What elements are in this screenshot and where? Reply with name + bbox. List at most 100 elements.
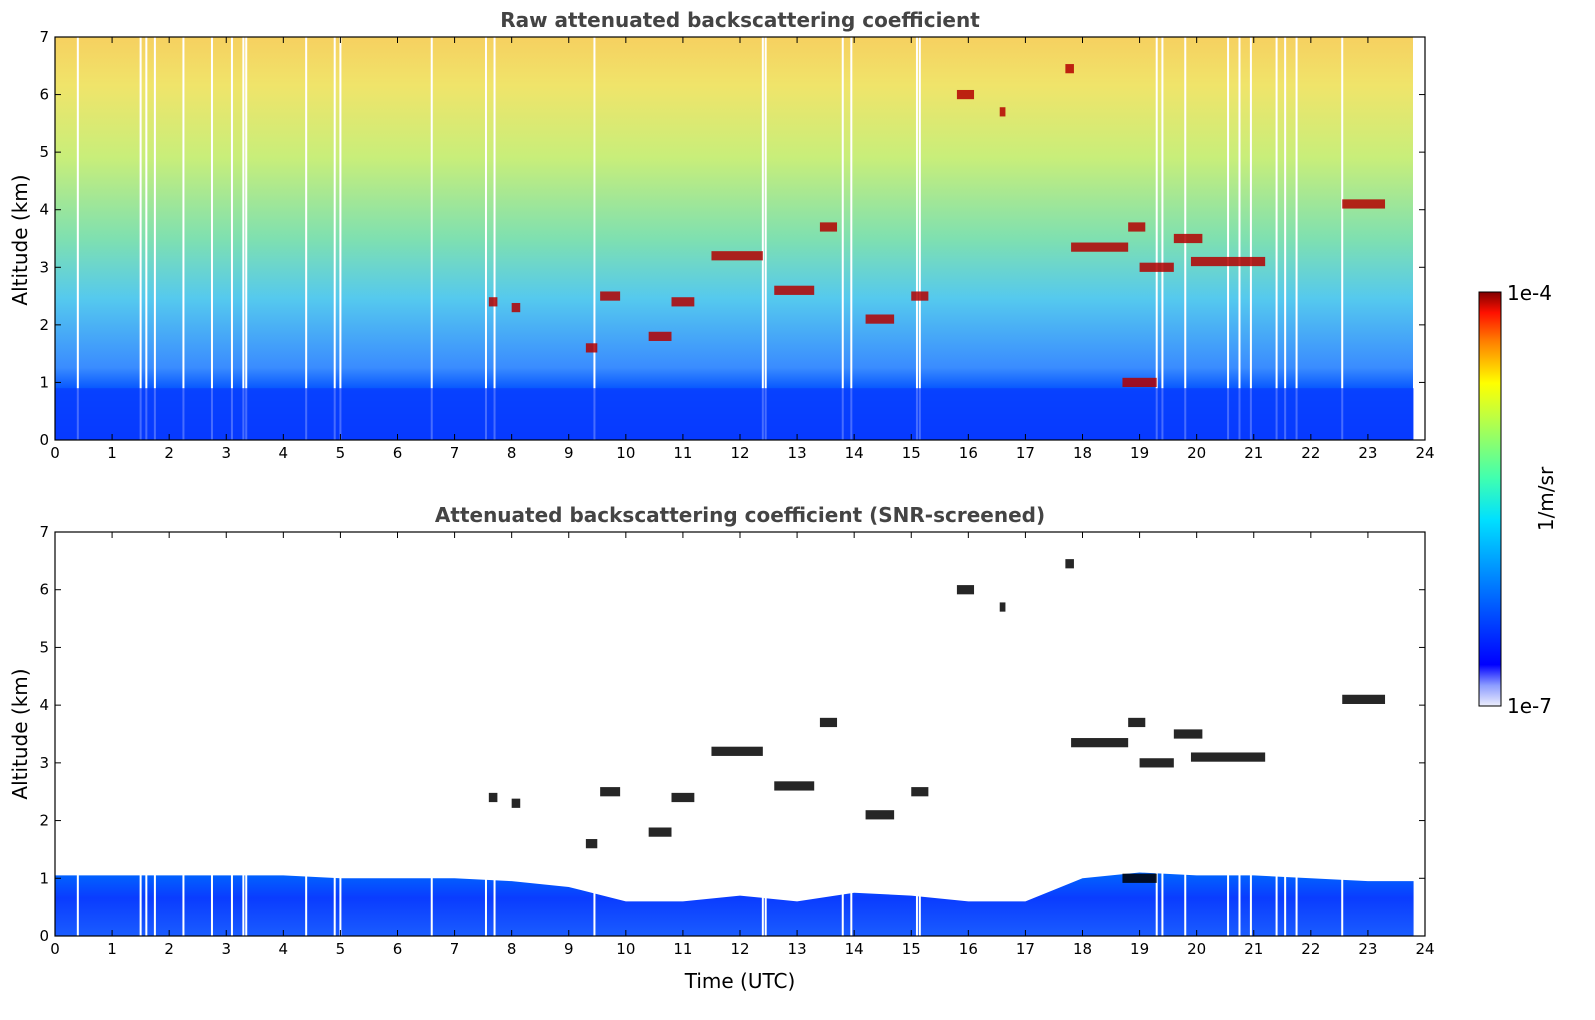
data-gap-line: [761, 37, 764, 440]
raw-cloud-mark: [1342, 199, 1386, 209]
data-gap-line: [242, 37, 245, 440]
data-gap-line: [139, 532, 142, 936]
screened-x-tick-label: 19: [1130, 940, 1149, 958]
raw-x-tick-label: 3: [221, 444, 231, 462]
raw-x-tick-label: 19: [1130, 444, 1149, 462]
raw-cloud-mark: [1190, 256, 1266, 267]
raw-cloud-mark: [819, 222, 838, 232]
screened-x-tick-label: 22: [1301, 940, 1320, 958]
screened-cloud-mark: [511, 798, 521, 808]
raw-backscatter-field: [55, 37, 1425, 440]
raw-no-data-region: [1413, 37, 1425, 440]
screened-x-tick-label: 15: [902, 940, 921, 958]
data-gap-line: [1275, 532, 1278, 936]
screened-y-tick-label: 4: [39, 696, 49, 714]
data-gap-line: [153, 532, 156, 936]
raw-y-tick-label: 1: [39, 373, 49, 391]
raw-x-tick-label: 5: [336, 444, 346, 462]
x-axis-label: Time (UTC): [684, 969, 796, 993]
data-gap-line: [915, 37, 918, 440]
data-gap-line: [493, 37, 496, 440]
data-gap-line: [1275, 37, 1278, 440]
data-gap-line: [230, 37, 233, 440]
raw-y-tick-label: 6: [39, 86, 49, 104]
data-gap-line: [1227, 532, 1230, 936]
data-gap-line: [915, 532, 918, 936]
raw-y-axis: 0 1 2 3 4 5 6 7: [39, 28, 1425, 449]
screened-x-tick-label: 16: [959, 940, 978, 958]
screened-boundary-layer: [55, 872, 1414, 936]
screened-cloud-mark: [819, 717, 838, 728]
screened-x-tick-label: 2: [164, 940, 174, 958]
raw-cloud-mark: [1122, 377, 1157, 388]
screened-x-axis: 0 1 2 3 4 5 6 7 8 9 10 11 12 13 14 15 16 17 18 19 20 21 22 23 24: [50, 532, 1435, 958]
raw-x-tick-label: 18: [1073, 444, 1092, 462]
screened-cloud-mark: [648, 827, 672, 837]
data-gap-line: [918, 532, 921, 936]
colorbar-bar: [1478, 291, 1502, 707]
data-gap-line: [841, 532, 844, 936]
data-gap-line: [1295, 532, 1298, 936]
data-gap-line: [339, 532, 342, 936]
data-gap-line: [918, 37, 921, 440]
data-gap-line: [145, 532, 148, 936]
screened-y-tick-label: 7: [39, 523, 49, 541]
data-gap-line: [76, 37, 79, 440]
data-gap-line: [1249, 532, 1252, 936]
raw-x-tick-label: 2: [164, 444, 174, 462]
data-gap-line: [850, 532, 853, 936]
raw-x-tick-label: 15: [902, 444, 921, 462]
data-gap-line: [1249, 37, 1252, 440]
screened-x-tick-label: 4: [279, 940, 289, 958]
raw-x-tick-label: 16: [959, 444, 978, 462]
data-gap-line: [764, 532, 767, 936]
raw-y-tick-label: 2: [39, 316, 49, 334]
screened-y-tick-label: 5: [39, 638, 49, 656]
raw-y-tick-label: 0: [39, 431, 49, 449]
screened-cloud-mark: [999, 602, 1006, 612]
screened-x-tick-label: 18: [1073, 940, 1092, 958]
data-gap-line: [430, 532, 433, 936]
screened-x-tick-label: 1: [107, 940, 117, 958]
data-gap-line: [761, 532, 764, 936]
data-gap-line: [245, 37, 248, 440]
screened-x-tick-label: 17: [1016, 940, 1035, 958]
screened-cloud-mark: [600, 787, 621, 797]
raw-x-tick-label: 10: [616, 444, 635, 462]
raw-cloud-mark: [600, 291, 621, 301]
raw-y-tick-label: 4: [39, 201, 49, 219]
screened-y-axis: 0 1 2 3 4 5 6 7: [39, 523, 1425, 945]
raw-x-tick-label: 17: [1016, 444, 1035, 462]
raw-x-tick-label: 7: [450, 444, 460, 462]
screened-cloud-mark: [1342, 694, 1386, 704]
raw-x-tick-label: 6: [393, 444, 403, 462]
raw-cloud-mark: [585, 343, 598, 353]
raw-data-gaps: [76, 37, 1344, 440]
raw-cloud-mark: [956, 89, 975, 100]
data-gap-line: [1227, 37, 1230, 440]
screened-cloud-mark: [956, 585, 975, 595]
data-gap-line: [145, 37, 148, 440]
raw-cloud-mark: [511, 302, 521, 313]
raw-x-tick-label: 23: [1358, 444, 1377, 462]
data-gap-line: [305, 37, 308, 440]
data-gap-line: [430, 37, 433, 440]
data-gap-line: [1238, 532, 1241, 936]
raw-cloud-mark: [1128, 222, 1146, 232]
screened-x-tick-label: 9: [564, 940, 574, 958]
data-gap-line: [1238, 37, 1241, 440]
raw-cloud-mark: [671, 297, 695, 307]
raw-cloud-mark: [1065, 64, 1074, 74]
data-gap-line: [182, 37, 185, 440]
screened-x-tick-label: 13: [788, 940, 807, 958]
data-gap-line: [484, 37, 487, 440]
data-gap-line: [1295, 37, 1298, 440]
data-gap-line: [153, 37, 156, 440]
screened-cloud-mark: [865, 810, 895, 820]
screened-x-tick-label: 10: [616, 940, 635, 958]
screened-x-tick-label: 7: [450, 940, 460, 958]
raw-x-tick-label: 20: [1187, 444, 1206, 462]
screened-x-tick-label: 20: [1187, 940, 1206, 958]
data-gap-line: [1341, 37, 1344, 440]
raw-x-tick-label: 22: [1301, 444, 1320, 462]
